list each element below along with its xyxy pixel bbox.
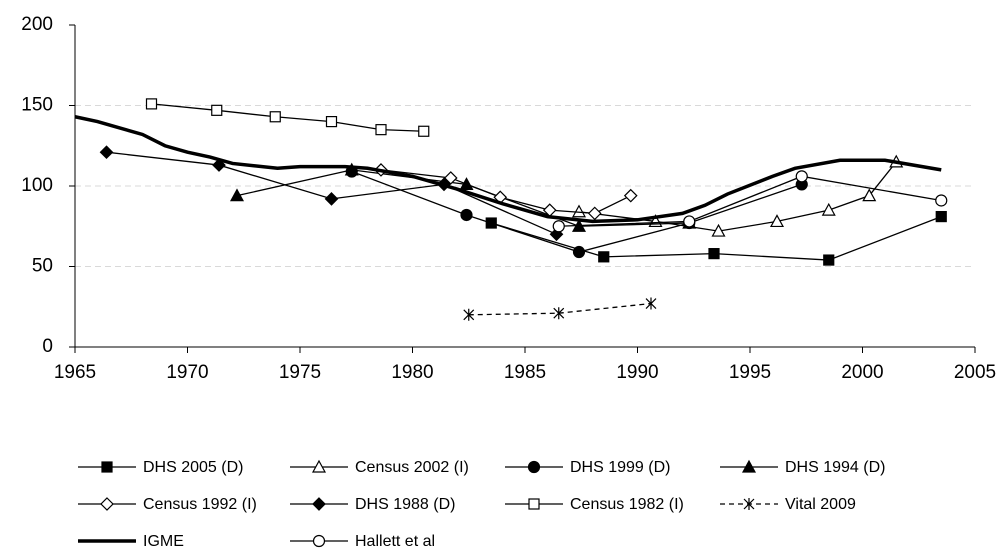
legend-item: Census 1992 (I) — [78, 496, 257, 513]
marker — [708, 248, 720, 260]
x-tick-label: 1985 — [504, 362, 546, 383]
legend-label: Census 1992 (I) — [143, 496, 257, 513]
marker — [862, 188, 877, 202]
x-tick-label: 2000 — [841, 362, 883, 383]
y-tick-label: 200 — [21, 14, 53, 35]
legend-marker — [527, 460, 541, 474]
legend-marker — [100, 497, 114, 511]
y-tick-label: 50 — [32, 256, 53, 277]
series-line — [151, 103, 424, 132]
legend-marker — [312, 497, 326, 511]
marker — [99, 145, 114, 160]
y-tick-label: 150 — [21, 95, 53, 116]
marker — [344, 162, 359, 176]
marker — [460, 208, 473, 222]
x-tick-label: 1965 — [54, 362, 96, 383]
marker — [711, 223, 726, 237]
marker — [229, 188, 245, 202]
marker — [935, 194, 948, 207]
legend-marker — [311, 459, 327, 473]
legend-label: DHS 1994 (D) — [785, 459, 885, 476]
marker — [375, 124, 387, 136]
legend-label: DHS 2005 (D) — [143, 459, 243, 476]
legend-item: Census 1982 (I) — [505, 496, 684, 513]
marker — [552, 220, 565, 233]
legend-item: DHS 1999 (D) — [505, 459, 670, 476]
marker — [325, 115, 338, 128]
legend-item: Census 2002 (I) — [290, 459, 469, 476]
legend-item: DHS 2005 (D) — [78, 459, 243, 476]
x-tick-label: 1980 — [391, 362, 433, 383]
marker — [587, 206, 602, 221]
legend-label: Census 1982 (I) — [570, 496, 684, 513]
marker — [443, 171, 458, 185]
legend-label: IGME — [143, 533, 184, 550]
marker — [324, 192, 339, 206]
marker — [553, 307, 565, 320]
legend-label: Vital 2009 — [785, 496, 856, 513]
legend-item: DHS 1994 (D) — [720, 459, 885, 476]
marker — [418, 125, 430, 137]
marker — [645, 297, 657, 310]
legend-marker — [741, 459, 757, 473]
marker — [795, 170, 808, 183]
y-tick-label: 100 — [21, 175, 53, 196]
x-tick-label: 1970 — [166, 362, 208, 383]
legend-item: IGME — [78, 533, 184, 550]
legend-label: DHS 1999 (D) — [570, 459, 670, 476]
legend-marker — [312, 534, 326, 548]
legend-label: DHS 1988 (D) — [355, 496, 455, 513]
legend-marker — [101, 461, 113, 473]
marker — [145, 98, 158, 110]
legend-item: DHS 1988 (D) — [290, 496, 455, 513]
y-tick-label: 0 — [42, 336, 53, 357]
series-line — [558, 175, 942, 227]
marker — [935, 210, 947, 223]
marker — [572, 245, 586, 259]
marker — [269, 111, 281, 123]
x-tick-label: 1990 — [616, 362, 658, 383]
series-line — [468, 302, 652, 316]
legend-item: Vital 2009 — [720, 496, 856, 513]
marker — [598, 251, 610, 263]
marker — [211, 104, 223, 116]
x-tick-label: 2005 — [954, 362, 996, 383]
marker — [823, 254, 835, 266]
marker — [463, 308, 475, 321]
legend-label: Hallett et al — [355, 533, 435, 550]
x-tick-label: 1995 — [729, 362, 771, 383]
series-line — [74, 115, 942, 224]
marker — [769, 214, 785, 228]
marker — [821, 202, 836, 216]
marker — [571, 204, 587, 218]
series-line — [380, 169, 632, 215]
legend-label: Census 2002 (I) — [355, 459, 469, 476]
legend-item: Hallett et al — [290, 533, 435, 550]
legend-marker — [743, 498, 755, 510]
marker — [623, 188, 638, 203]
legend-marker — [528, 498, 540, 510]
marker — [683, 215, 696, 228]
x-tick-label: 1975 — [279, 362, 321, 383]
